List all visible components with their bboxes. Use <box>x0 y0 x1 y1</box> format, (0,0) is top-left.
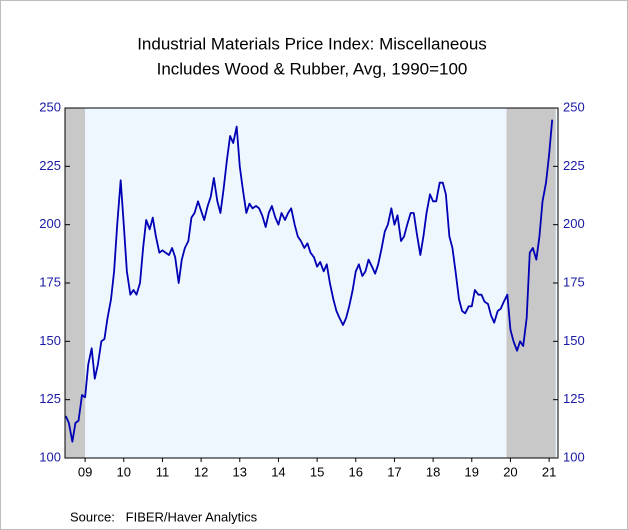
y-tick-label: 150 <box>39 333 61 348</box>
x-tick-label: 10 <box>117 464 131 479</box>
y2-tick-label: 150 <box>563 333 585 348</box>
x-tick-label: 13 <box>233 464 247 479</box>
x-tick-label: 17 <box>387 464 401 479</box>
x-tick-label: 16 <box>349 464 363 479</box>
y-tick-label: 200 <box>39 216 61 231</box>
chart-subtitle: Includes Wood & Rubber, Avg, 1990=100 <box>157 59 468 78</box>
plot-border <box>64 107 559 459</box>
x-tick-label: 21 <box>542 464 556 479</box>
chart-title: Industrial Materials Price Index: Miscel… <box>137 34 487 53</box>
y2-tick-label: 100 <box>563 449 585 464</box>
x-tick-label: 14 <box>271 464 285 479</box>
y-tick-label: 175 <box>39 274 61 289</box>
recession-shade <box>65 108 86 458</box>
x-tick-label: 09 <box>78 464 92 479</box>
y2-tick-label: 225 <box>563 158 585 173</box>
y-tick-label: 100 <box>39 449 61 464</box>
y2-tick-label: 250 <box>563 99 585 114</box>
y-tick-label: 250 <box>39 99 61 114</box>
price-line <box>64 119 554 443</box>
y-tick-label: 225 <box>39 158 61 173</box>
plot-area <box>65 108 558 458</box>
x-tick-label: 12 <box>194 464 208 479</box>
x-tick-label: 19 <box>465 464 479 479</box>
x-tick-label: 20 <box>503 464 517 479</box>
y2-tick-label: 175 <box>563 274 585 289</box>
x-tick-label: 11 <box>156 464 170 479</box>
y2-tick-label: 200 <box>563 216 585 231</box>
y-tick-label: 125 <box>39 391 61 406</box>
y2-tick-label: 125 <box>563 391 585 406</box>
x-tick-label: 15 <box>310 464 324 479</box>
x-tick-label: 18 <box>426 464 440 479</box>
source-note: Source: FIBER/Haver Analytics <box>70 509 258 524</box>
